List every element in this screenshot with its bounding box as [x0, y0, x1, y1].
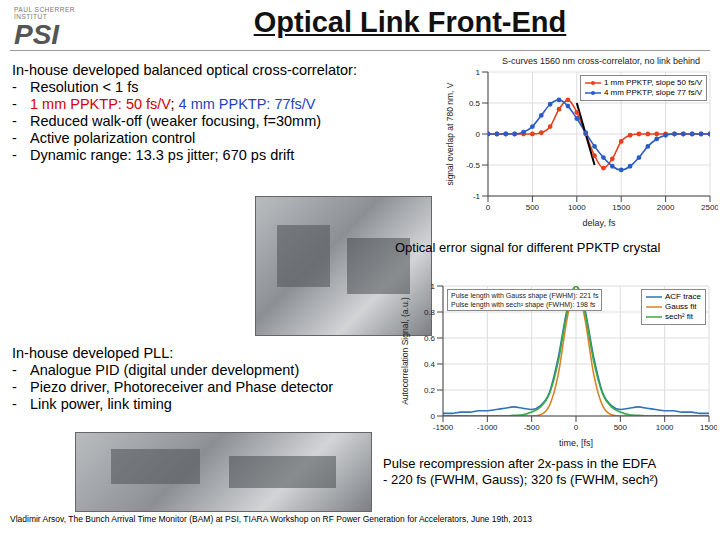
html-text:4 mm PPKTP, slope 77 fs/V: 4 mm PPKTP, slope 77 fs/V: [603, 88, 702, 97]
html-text:Gauss fit: Gauss fit: [665, 302, 697, 311]
svg-text:0: 0: [486, 203, 491, 212]
html-text:Resolution < 1 fs: Resolution < 1 fs: [30, 79, 139, 95]
html-text:Pulse recompression after 2x-p: Pulse recompression after 2x-pass in the…: [383, 456, 657, 471]
svg-text:-0.5: -0.5: [466, 161, 480, 170]
html-text:Reduced walk-off (weaker focus: Reduced walk-off (weaker focusing, f=30m…: [30, 113, 322, 129]
html-text:Link power, link timing: Link power, link timing: [30, 396, 172, 412]
html-text:Active polarization control: Active polarization control: [30, 130, 196, 146]
svg-text:1000: 1000: [656, 423, 674, 432]
svg-text:delay, fs: delay, fs: [583, 218, 616, 228]
svg-text:1: 1: [476, 68, 481, 77]
html-text:Vladimir Arsov, The Bunch Arri: Vladimir Arsov, The Bunch Arrival Time M…: [10, 514, 532, 524]
svg-text:Autocorrelation Signal, (a.u.): Autocorrelation Signal, (a.u.): [400, 297, 410, 405]
html-text:Dynamic range: 13.3 ps jitter;: Dynamic range: 13.3 ps jitter; 670 ps dr…: [30, 147, 295, 163]
html-text:S-curves 1560 nm cross-correla: S-curves 1560 nm cross-correlator, no li…: [502, 56, 700, 66]
html-text:- 220 fs (FWHM, Gauss); 320 fs: - 220 fs (FWHM, Gauss); 320 fs (FWHM, se…: [383, 472, 659, 487]
svg-text:-1: -1: [473, 192, 481, 201]
html-text:Optical error signal for diffe: Optical error signal for different PPKTP…: [395, 240, 661, 255]
svg-text:1000: 1000: [568, 203, 586, 212]
svg-text:1: 1: [431, 282, 436, 291]
svg-text:0.5: 0.5: [469, 99, 481, 108]
svg-text:0: 0: [431, 412, 436, 421]
html-text:1 mm PPKTP: 50 fs/V; 4 mm PPKT: 1 mm PPKTP: 50 fs/V; 4 mm PPKTP: 77fs/V: [30, 96, 316, 112]
svg-text:0.8: 0.8: [424, 308, 436, 317]
html-text:In-house developed PLL:: In-house developed PLL:: [12, 345, 174, 361]
svg-text:2000: 2000: [657, 203, 675, 212]
svg-text:1500: 1500: [612, 203, 630, 212]
svg-text:signal overlap at 780 nm, V: signal overlap at 780 nm, V: [445, 82, 455, 185]
html-text:PSI: PSI: [14, 19, 60, 50]
html-text:Piezo driver, Photoreceiver an: Piezo driver, Photoreceiver and Phase de…: [30, 379, 334, 395]
svg-text:1500: 1500: [700, 423, 712, 432]
svg-text:500: 500: [614, 423, 628, 432]
html-text:1 mm PPKTP, slope 50 fs/V: 1 mm PPKTP, slope 50 fs/V: [603, 78, 702, 87]
html-text:Analogue PID (digital under de: Analogue PID (digital under development): [30, 362, 300, 378]
svg-text:time, [fs]: time, [fs]: [559, 438, 593, 448]
html-text:PAUL SCHERRER INSTITUT: PAUL SCHERRER INSTITUT: [14, 6, 75, 20]
svg-text:-1500: -1500: [433, 423, 454, 432]
html-text:Pulse length with sech² shape: Pulse length with sech² shape (FWHM): 19…: [451, 301, 596, 308]
svg-text:0: 0: [476, 130, 481, 139]
svg-text:0: 0: [574, 423, 579, 432]
html-text:sech² fit: sech² fit: [665, 312, 693, 321]
svg-text:500: 500: [526, 203, 540, 212]
svg-text:0.2: 0.2: [424, 386, 436, 395]
svg-text:0.6: 0.6: [424, 334, 436, 343]
html-text:Optical Link Front-End: Optical Link Front-End: [253, 6, 567, 38]
svg-text:0.4: 0.4: [424, 360, 436, 369]
svg-text:-500: -500: [524, 423, 541, 432]
html-text:Pulse length with Gauss shape: Pulse length with Gauss shape (FWHM): 22…: [451, 292, 599, 299]
svg-text:-1000: -1000: [477, 423, 498, 432]
svg-text:2500: 2500: [701, 203, 712, 212]
html-text:ACF trace: ACF trace: [665, 292, 701, 301]
html-text:In-house developed balanced op: In-house developed balanced optical cros…: [12, 62, 357, 78]
